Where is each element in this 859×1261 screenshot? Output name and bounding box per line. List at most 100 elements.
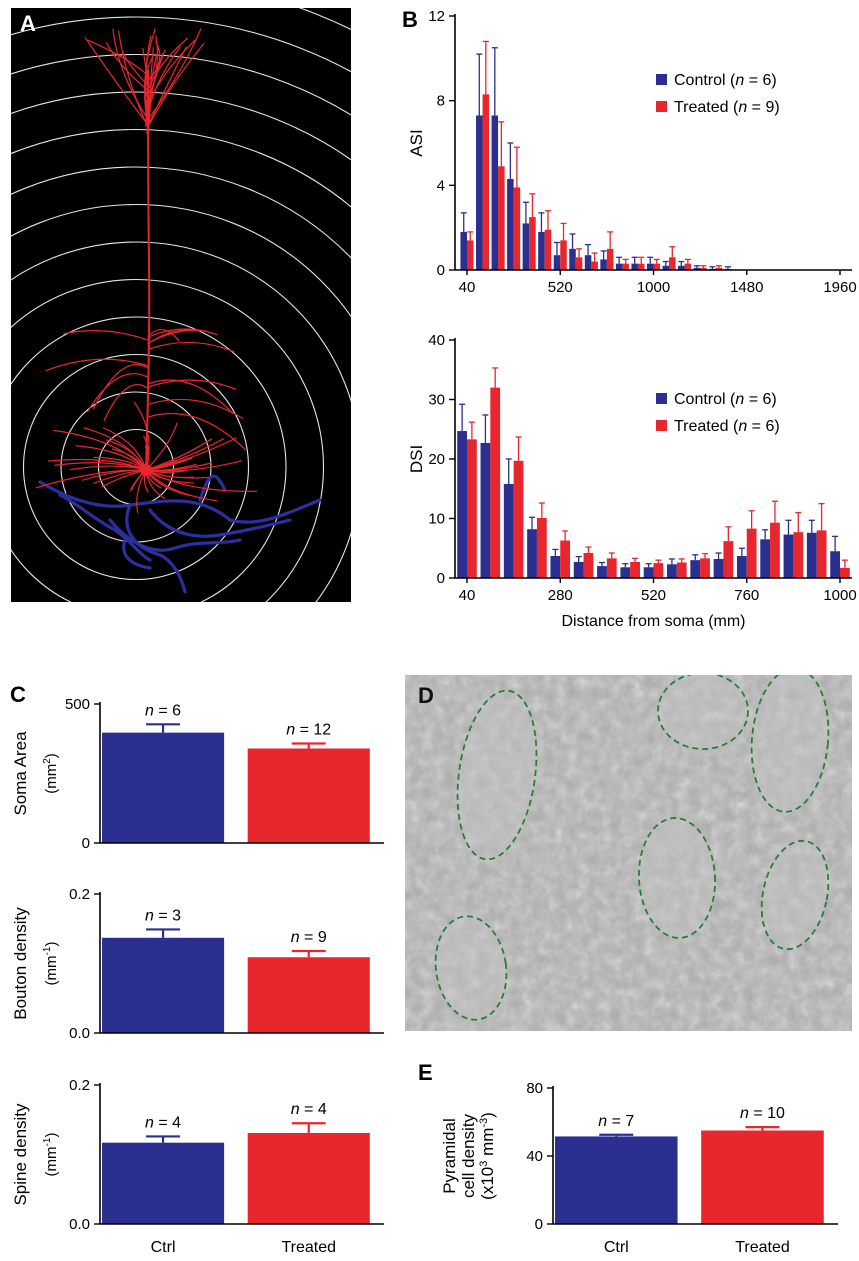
y-tick-label: 4 (437, 177, 445, 194)
axon-branch (122, 538, 152, 570)
n-value: = 7 (607, 1113, 634, 1130)
y-axis-label-line2: cell density (459, 1113, 478, 1198)
treated-bar (653, 263, 661, 270)
legend-text: Control ( (674, 391, 736, 408)
treated-bar (513, 460, 524, 578)
basal-branch (53, 429, 147, 471)
oblique-branch (86, 373, 149, 413)
x-tick-label: 520 (548, 279, 573, 296)
oblique-branch (147, 341, 235, 353)
n-value: = 3 (154, 907, 181, 924)
unit-c: ) (478, 1112, 497, 1118)
control-bar (693, 267, 701, 270)
x-tick-label: 40 (459, 279, 476, 296)
x-tick-label: 1480 (730, 279, 763, 296)
treated-bar (637, 263, 645, 270)
y-axis-label: Spine density (11, 1103, 30, 1206)
x-tick-label: 1000 (637, 279, 670, 296)
treated-bar (715, 267, 723, 270)
control-bar (522, 223, 530, 270)
control-bar (503, 483, 514, 578)
cell-outline (434, 915, 508, 1021)
oblique-branch (147, 329, 180, 342)
n-label: n = 10 (740, 1105, 785, 1122)
tuft-branch (144, 55, 154, 112)
y-axis-label: DSI (407, 445, 426, 473)
control-bar (491, 115, 499, 270)
y-tick-label: 500 (65, 696, 90, 713)
legend-swatch (656, 420, 667, 431)
unit-b: mm (478, 1128, 497, 1161)
control-bar (830, 551, 840, 578)
panel-d-label: D (418, 683, 434, 708)
treated-bar (467, 240, 474, 270)
panel-c-label: C (10, 682, 26, 707)
control-bar (643, 567, 654, 578)
treated-bar (669, 257, 676, 270)
oblique-branch (147, 329, 192, 345)
legend-text: Treated ( (674, 418, 739, 435)
dsi-chart: 0 10 20 30 40 40 280 520 760 1000 DSI Distance from… (407, 332, 857, 630)
n-italic: n (145, 1114, 154, 1131)
y-axis-unit: (mm2) (42, 753, 60, 794)
n-value: = 4 (154, 1114, 181, 1131)
y-tick-label: 0 (437, 262, 445, 279)
category-label: Ctrl (151, 1239, 176, 1256)
legend-entry: Control (n = 6) (674, 391, 777, 408)
treated-bar (622, 263, 629, 270)
y-tick-label: 0 (437, 570, 445, 587)
control-bar (736, 555, 747, 578)
legend-swatch (656, 74, 667, 85)
control-bar (615, 263, 623, 270)
treated-bar (840, 567, 850, 578)
y-tick-label: 0 (535, 1216, 543, 1233)
category-label: Treated (281, 1239, 336, 1256)
panel-a-label: A (20, 11, 36, 36)
sholl-ring (11, 91, 351, 161)
treated-bar (700, 267, 707, 270)
sholl-ring (11, 166, 351, 259)
control-bar (569, 248, 576, 270)
control-bar (457, 431, 467, 578)
basal-branch (145, 438, 213, 471)
n-value: = 4 (300, 1101, 327, 1118)
control-bar (507, 178, 514, 270)
control-bar (631, 263, 638, 270)
cell-outline (456, 689, 538, 861)
x-tick-label: 760 (734, 587, 759, 604)
axon-branch (108, 518, 242, 552)
axon-branch (198, 474, 227, 502)
tuft-branch (142, 47, 149, 134)
treated-bar (684, 263, 692, 270)
oblique-branch (147, 379, 234, 414)
n-italic: n (145, 702, 154, 719)
cell-body (457, 690, 537, 860)
tuft-branch (144, 35, 152, 115)
treated-bar (591, 261, 598, 270)
cell-body (751, 675, 829, 812)
y-tick-label: 30 (428, 392, 445, 409)
legend-rest: = 6) (744, 72, 776, 89)
treated-bar (247, 748, 370, 843)
axon-arbor (38, 474, 322, 594)
legend-rest: = 9) (747, 99, 779, 116)
treated-bar (653, 563, 664, 578)
tuft-branch (149, 46, 154, 113)
treated-bar (630, 561, 640, 578)
legend-entry: Treated (n = 6) (674, 418, 780, 435)
category-label: Ctrl (604, 1239, 629, 1256)
legend-swatch (656, 101, 667, 112)
control-bar (646, 263, 654, 270)
ctrl-bar (102, 732, 225, 843)
treated-bar (544, 229, 552, 270)
treated-bar (247, 1132, 370, 1224)
y-tick-label: 10 (428, 511, 445, 528)
n-label: n = 6 (145, 702, 181, 719)
y-axis-unit: (mm-1) (42, 942, 60, 986)
sholl-ring (11, 241, 351, 602)
x-tick-label: 1960 (823, 279, 856, 296)
cell-body (638, 818, 716, 938)
panel-a-neuron-image: A (11, 8, 351, 602)
unit-base: (mm (43, 1146, 60, 1176)
y-tick-label: 40 (428, 332, 445, 349)
